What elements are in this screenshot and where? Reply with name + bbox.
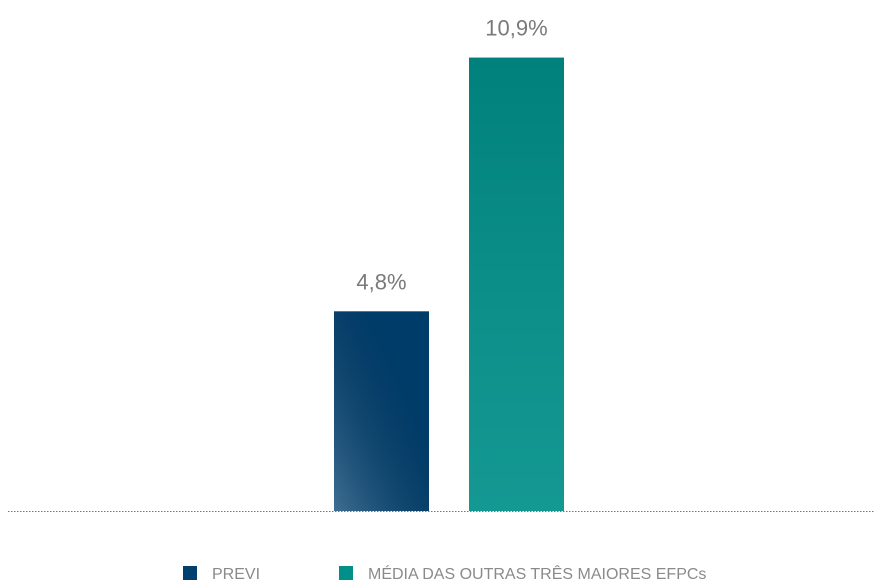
legend-swatch [339, 566, 353, 580]
legend-swatch [183, 566, 197, 580]
value-label: 4,8% [356, 269, 406, 294]
legend-label: MÉDIA DAS OUTRAS TRÊS MAIORES EFPCs [368, 564, 706, 583]
value-label: 10,9% [485, 16, 547, 41]
bar-shade [469, 57, 564, 512]
bar-shade [334, 311, 429, 511]
legend-label: PREVI [212, 566, 260, 583]
